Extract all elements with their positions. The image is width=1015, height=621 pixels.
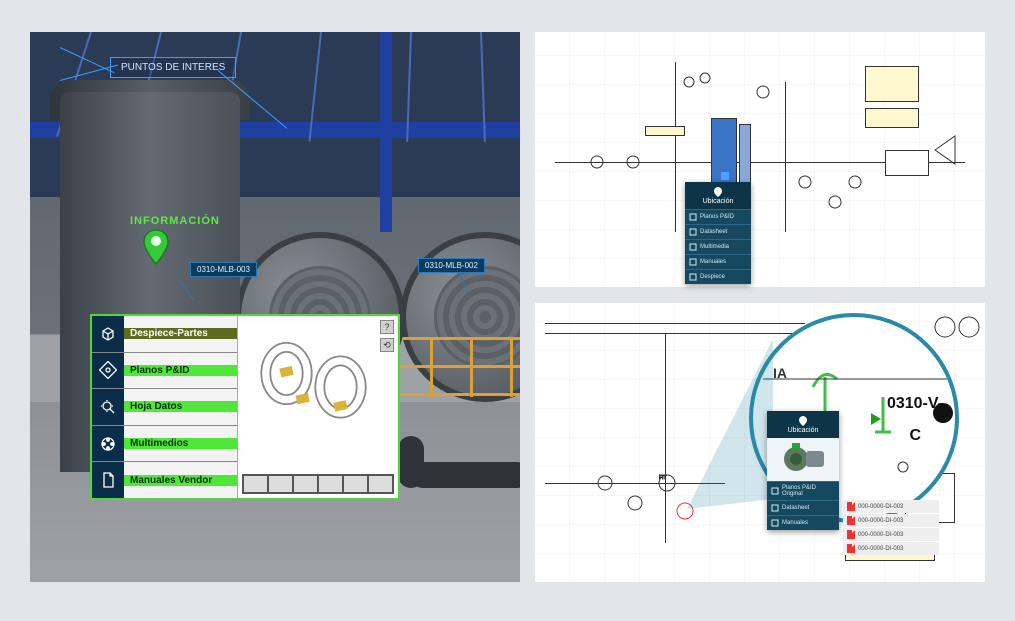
tag-label: 0310-MLB-003 — [197, 265, 250, 274]
popup-row[interactable]: Multimedia — [685, 239, 751, 254]
document-name: 000-0000-DI-003 — [858, 532, 903, 538]
pid-diagram-panel-2[interactable]: FIT IA 0310-V- C — [535, 303, 985, 582]
menu-item-label: Manuales Vendor — [124, 475, 237, 486]
popup-row[interactable]: Manuales — [767, 515, 839, 530]
popup-row[interactable]: Planos P&ID — [685, 209, 751, 224]
viewport-3d[interactable]: PUNTOS DE INTERES INFORMACIÓN 0310-MLB-0… — [30, 32, 520, 582]
row-icon — [771, 487, 779, 495]
hud-title-label: PUNTOS DE INTERES — [121, 62, 225, 73]
pdf-icon — [847, 502, 855, 511]
exploded-view-preview[interactable] — [246, 324, 390, 441]
location-pin-icon — [798, 415, 808, 427]
menu-item-document[interactable]: Manuales Vendor — [92, 462, 237, 498]
menu-item-label: Multimedios — [124, 438, 237, 449]
document-name: 000-0000-DI-003 — [858, 504, 903, 510]
row-icon — [771, 519, 779, 527]
row-label: Manuales — [782, 520, 808, 526]
location-pin-icon[interactable] — [142, 228, 170, 266]
preview-thumbnail[interactable] — [244, 476, 267, 492]
row-icon — [771, 504, 779, 512]
menu-item-gear-search[interactable]: Hoja Datos — [92, 389, 237, 426]
row-icon — [689, 228, 697, 236]
info-label: INFORMACIÓN — [130, 215, 220, 227]
document-row[interactable]: 000-0000-DI-003 — [843, 542, 939, 555]
popup-title: Ubicación — [685, 182, 751, 209]
menu-item-blueprint[interactable]: Planos P&ID — [92, 353, 237, 390]
document-row[interactable]: 000-0000-DI-003 — [843, 500, 939, 513]
row-label: Datasheet — [782, 505, 809, 511]
document-list: 000-0000-DI-003 000-0000-DI-003 000-0000-D… — [843, 499, 939, 556]
row-icon — [689, 213, 697, 221]
popup-row[interactable]: Datasheet — [767, 500, 839, 515]
menu-item-label: Hoja Datos — [124, 401, 237, 412]
tag-label: 0310-MLB-002 — [425, 261, 478, 270]
document-name: 000-0000-DI-003 — [858, 518, 903, 524]
row-label: Manuales — [700, 259, 726, 265]
row-label: Multimedia — [700, 244, 729, 250]
row-label: Datasheet — [700, 229, 727, 235]
menu-preview-pane: ? ⟲ — [237, 316, 398, 498]
preview-thumbnail[interactable] — [319, 476, 342, 492]
menu-item-label: Planos P&ID — [124, 365, 237, 376]
row-label: Planos P&ID — [700, 214, 734, 220]
pdf-icon — [847, 530, 855, 539]
row-label: Planos P&ID Original — [782, 485, 835, 497]
menu-item-label: Despiece-Partes — [124, 328, 237, 339]
popup-row[interactable]: Despiece — [685, 269, 751, 284]
popup-row[interactable]: Datasheet — [685, 224, 751, 239]
safety-railing — [390, 337, 520, 397]
preview-thumbnail[interactable] — [269, 476, 292, 492]
valve-thumbnail-icon — [778, 441, 828, 473]
location-pin-icon — [713, 186, 723, 198]
preview-thumbnail[interactable] — [369, 476, 392, 492]
menu-item-film-reel[interactable]: Multimedios — [92, 426, 237, 463]
svg-text:FIT: FIT — [659, 475, 667, 481]
document-name: 000-0000-DI-003 — [858, 546, 903, 552]
gear-search-icon — [92, 389, 124, 425]
document-row[interactable]: 000-0000-DI-003 — [843, 528, 939, 541]
row-icon — [689, 243, 697, 251]
context-menu-panel: Despiece-Partes Planos P&ID Hoja Datos Mult… — [90, 314, 400, 500]
row-icon — [689, 273, 697, 281]
pdf-icon — [847, 516, 855, 525]
row-label: Despiece — [700, 274, 725, 280]
equipment-tag-2[interactable]: 0310-MLB-002 — [418, 258, 485, 273]
menu-list: Despiece-Partes Planos P&ID Hoja Datos Mult… — [92, 316, 237, 498]
pid-overlay — [535, 32, 985, 287]
pid-diagram-panel-1[interactable]: Ubicación Planos P&ID Datasheet Multimedia… — [535, 32, 985, 287]
film-reel-icon — [92, 426, 124, 462]
document-row[interactable]: 000-0000-DI-003 — [843, 514, 939, 527]
document-icon — [92, 462, 124, 498]
blueprint-icon — [92, 353, 124, 389]
hud-title-box[interactable]: PUNTOS DE INTERES — [110, 57, 236, 78]
thumbnail-strip[interactable] — [242, 474, 394, 494]
pdf-icon — [847, 544, 855, 553]
popup-equipment-thumb — [767, 438, 839, 481]
equipment-tag-1[interactable]: 0310-MLB-003 — [190, 262, 257, 277]
popup-row[interactable]: Manuales — [685, 254, 751, 269]
row-icon — [689, 258, 697, 266]
pid-context-popup: Ubicación Planos P&ID Datasheet Multimedia… — [685, 182, 751, 284]
discharge-pipe — [410, 462, 520, 488]
popup-title: Ubicación — [767, 411, 839, 438]
menu-item-cube-explode[interactable]: Despiece-Partes — [92, 316, 237, 353]
preview-thumbnail[interactable] — [294, 476, 317, 492]
popup-row[interactable]: Planos P&ID Original — [767, 481, 839, 500]
cube-explode-icon — [92, 316, 124, 352]
pid-context-popup-2: Ubicación Planos P&ID Original Datasheet M… — [767, 411, 839, 530]
preview-thumbnail[interactable] — [344, 476, 367, 492]
